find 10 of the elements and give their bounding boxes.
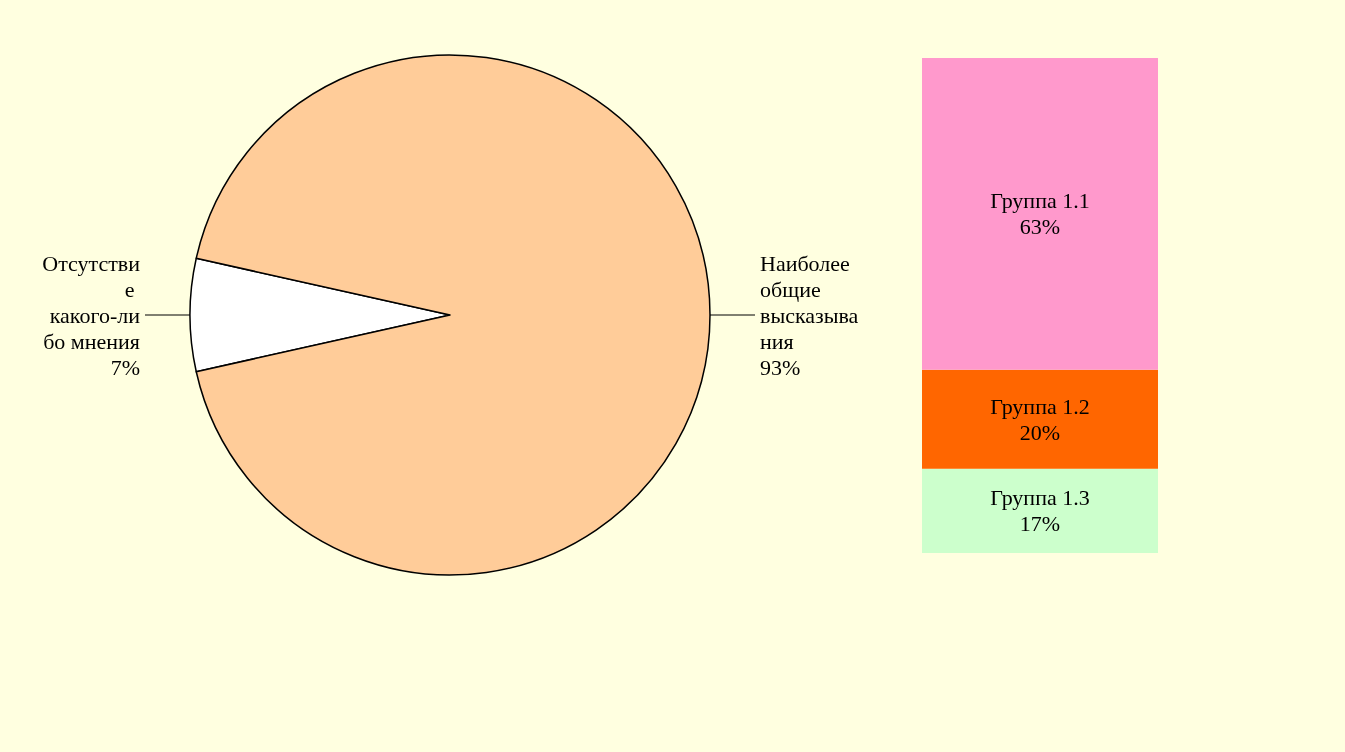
- data-label: 63%: [1019, 214, 1061, 240]
- slice-label: Отсутствие какого-либо мнения: [42, 250, 141, 354]
- data-label: 7%: [110, 354, 140, 380]
- data-label: 17%: [1019, 511, 1061, 537]
- series-label: Группа 1.2: [990, 393, 1090, 419]
- slice-label: Наиболее общие высказывания: [760, 250, 859, 354]
- series-label: Группа 1.3: [990, 485, 1090, 511]
- series-label: Группа 1.1: [990, 188, 1090, 214]
- data-label: 20%: [1019, 419, 1061, 445]
- data-label: 93%: [760, 354, 801, 380]
